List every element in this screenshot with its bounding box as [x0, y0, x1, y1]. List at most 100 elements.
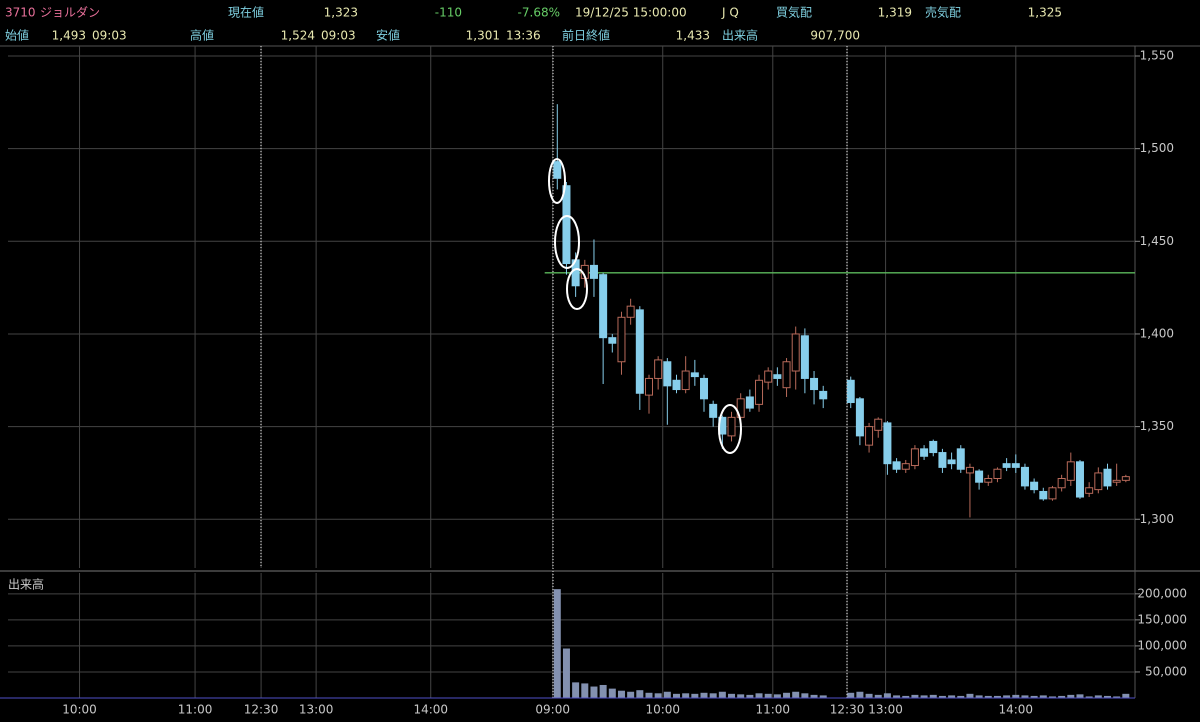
- volume-bar: [966, 693, 974, 698]
- candle-body: [654, 359, 663, 379]
- candle-body: [599, 274, 608, 339]
- candle-body: [672, 379, 681, 391]
- value: 1,493: [52, 29, 86, 43]
- candle-body: [626, 305, 635, 318]
- candle-body: [1030, 481, 1039, 491]
- volume-bar: [948, 695, 956, 698]
- volume-bar: [737, 694, 745, 698]
- volume-bar: [700, 692, 708, 698]
- candle-body: [755, 379, 764, 405]
- volume-bar: [682, 693, 690, 698]
- volume-bar: [865, 693, 873, 698]
- candle-body: [1048, 487, 1057, 500]
- x-tick-label: 09:00: [535, 703, 570, 717]
- candle-body: [800, 335, 809, 379]
- volume-bar: [645, 692, 653, 698]
- volume-bar: [728, 693, 736, 698]
- y-tick-label: 50,000: [1145, 664, 1187, 678]
- y-tick-label: 1,400: [1140, 326, 1174, 340]
- volume-bar: [1048, 696, 1056, 698]
- label: 売気配: [925, 5, 961, 20]
- volume-bar: [993, 695, 1001, 698]
- code: 3710: [5, 6, 36, 20]
- candle-body: [589, 264, 598, 279]
- volume-bar: [929, 694, 937, 698]
- name: ジョルダン: [40, 5, 100, 20]
- volume-bar: [608, 688, 616, 698]
- label: 現在値: [228, 5, 264, 20]
- candle-body: [846, 379, 855, 404]
- volume-bar: [617, 690, 625, 698]
- candle-body: [635, 309, 644, 394]
- time: 09:03: [321, 29, 356, 43]
- value: 1,524: [281, 29, 315, 43]
- label: 高値: [190, 28, 214, 43]
- candle-body: [929, 440, 938, 454]
- value: 1,433: [676, 29, 710, 43]
- volume-bar: [627, 691, 635, 698]
- volume-bar: [984, 695, 992, 698]
- candle-body: [1121, 476, 1130, 481]
- candle-body: [727, 416, 736, 437]
- plot: 1,300 1,350 1,400 1,450 1,500 1,550 50,000 100,…: [8, 46, 1187, 717]
- volume-bar: [856, 691, 864, 698]
- highlight: [566, 268, 588, 310]
- volume-bar: [801, 693, 809, 698]
- volume-bar: [1067, 694, 1075, 698]
- x-tick-label: 13:00: [868, 703, 903, 717]
- candle-body: [1039, 490, 1048, 500]
- candle-body: [865, 426, 874, 446]
- candle-body: [883, 422, 892, 465]
- time: 09:03: [92, 29, 127, 43]
- panel-title: 出来高: [8, 577, 44, 592]
- candle-body: [553, 161, 562, 179]
- candle-body: [947, 459, 956, 465]
- candle-body: [644, 377, 653, 396]
- volume-bar: [1076, 694, 1084, 698]
- candle-body: [617, 316, 626, 363]
- candle-body: [810, 377, 819, 391]
- value: 907,700: [810, 29, 860, 43]
- y-tick-label: 1,300: [1140, 512, 1174, 526]
- volume-bar: [746, 694, 754, 698]
- candle-body: [782, 361, 791, 389]
- header: 3710 ジョルダン 現在値 1,323 -110 -7.68% 19/12/2…: [5, 5, 1062, 43]
- volume-bar: [1085, 696, 1093, 698]
- candle-body: [608, 337, 617, 344]
- candle-body: [663, 361, 672, 387]
- volume-bar: [553, 589, 561, 698]
- volume-bar: [1039, 695, 1047, 698]
- y-tick-label: 200,000: [1137, 586, 1187, 600]
- x-tick-label: 14:00: [998, 703, 1033, 717]
- volume-bar: [783, 692, 791, 698]
- volume-bar: [764, 693, 772, 698]
- highlight: [554, 215, 580, 269]
- market: J Q: [721, 6, 739, 20]
- volume-bar: [1122, 693, 1130, 698]
- volume-bar: [1012, 694, 1020, 698]
- volume-bar: [1094, 695, 1102, 698]
- volume-bar: [810, 694, 818, 698]
- value: 1,323: [324, 6, 358, 20]
- y-tick-label: 100,000: [1137, 638, 1187, 652]
- candle-body: [709, 403, 718, 418]
- volume-bar: [893, 695, 901, 698]
- volume-bar: [562, 648, 570, 698]
- candle-body: [920, 448, 929, 457]
- x-tick-label: 14:00: [413, 703, 448, 717]
- candle-body: [773, 374, 782, 379]
- volume-bar: [599, 684, 607, 698]
- volume-bar: [911, 694, 919, 698]
- volume-bar: [1058, 695, 1066, 698]
- label: 安値: [376, 28, 400, 43]
- candle-body: [975, 470, 984, 483]
- candle-body: [1075, 461, 1084, 498]
- candle-body: [965, 466, 974, 474]
- candle-body: [1020, 466, 1029, 487]
- y-tick-label: 1,550: [1140, 49, 1174, 63]
- time: 13:36: [506, 29, 541, 43]
- volume-bar: [663, 691, 671, 698]
- candle-body: [791, 333, 800, 372]
- volume-bar: [792, 691, 800, 698]
